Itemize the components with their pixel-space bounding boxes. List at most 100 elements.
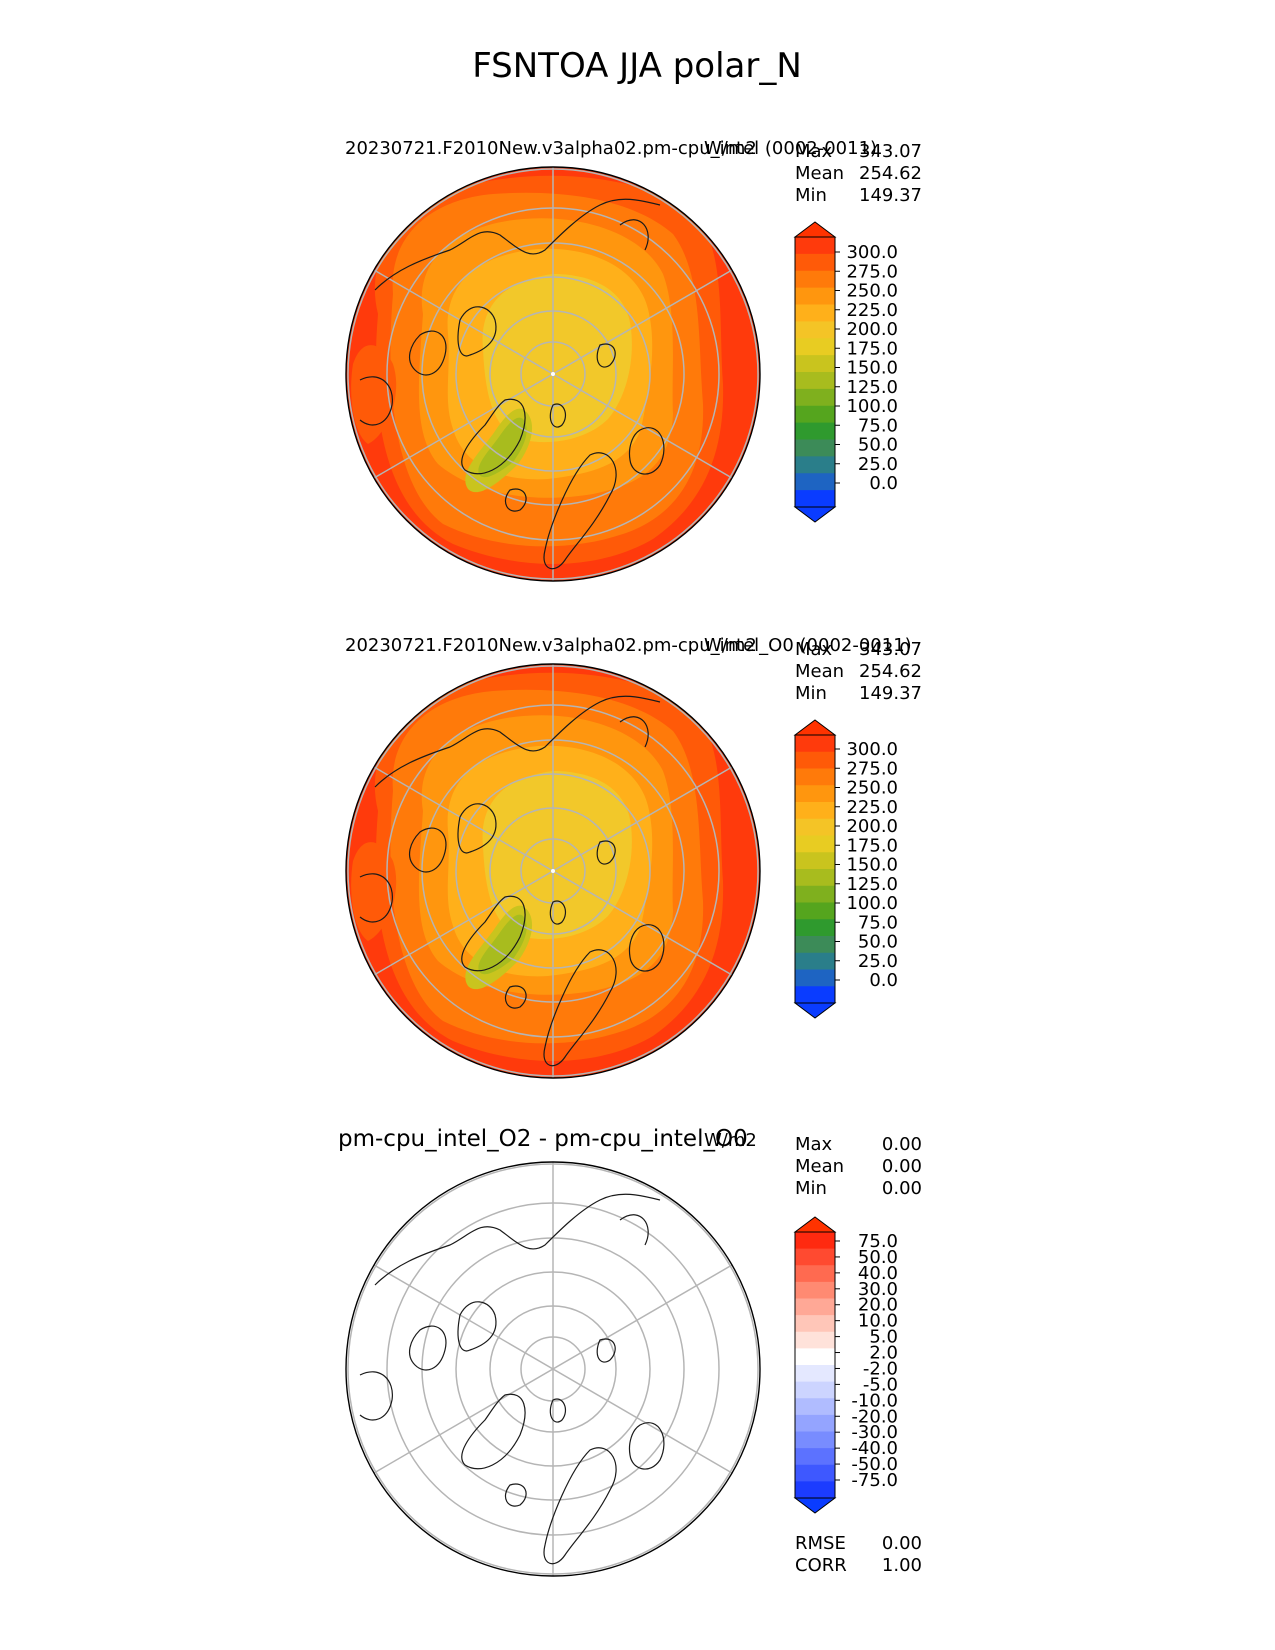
colorbar-over-arrow [793, 221, 837, 238]
colorbar-tick-label: 125.0 [846, 874, 898, 895]
colorbar-segment [795, 1448, 835, 1466]
panel-2: 20230721.F2010New.v3alpha02.pm-cpu_intel… [345, 635, 922, 1079]
stat-value-mean: 254.62 [859, 163, 922, 184]
colorbar-segment [795, 439, 835, 457]
colorbar-tick-label: 250.0 [846, 778, 898, 799]
map-border [345, 166, 761, 582]
stat-label-corr: CORR [795, 1555, 847, 1576]
colorbar-segment [795, 388, 835, 407]
colorbar-segment [795, 473, 835, 491]
colorbar-segment [795, 936, 835, 954]
pole-marker [551, 372, 555, 376]
colorbar-tick-label: 225.0 [846, 797, 898, 818]
colorbar-segment [795, 852, 835, 870]
stat-label-max: Max [795, 141, 833, 162]
colorbar-segment [795, 869, 835, 887]
colorbar-segment [795, 270, 835, 289]
colorbar-tick-label: 200.0 [846, 816, 898, 837]
colorbar-tick-label: 250.0 [846, 281, 898, 302]
stat-value-min: 149.37 [859, 185, 922, 206]
colorbar-tick-label: 100.0 [846, 893, 898, 914]
colorbar-segment [795, 835, 835, 853]
coastlines [359, 1193, 665, 1565]
panel-3-map [346, 1162, 760, 1576]
colorbar-tick-label: 50.0 [858, 1247, 898, 1268]
colorbar-tick-label: 0.0 [869, 473, 898, 494]
colorbar-segment [795, 405, 835, 424]
colorbar-tick-label: -2.0 [863, 1358, 898, 1379]
colorbar-segment [795, 802, 835, 820]
panel-1-colorbar: 300.0275.0250.0225.0200.0175.0150.0125.0… [793, 221, 898, 523]
colorbar-tick-label: 100.0 [846, 396, 898, 417]
colorbar-tick-label: 20.0 [858, 1295, 898, 1316]
colorbar-tick-label: 75.0 [858, 415, 898, 436]
colorbar-over-arrow [793, 1216, 837, 1233]
colorbar-tick-label: 150.0 [846, 358, 898, 379]
panel-1-stats: Max 343.07 Mean 254.62 Min 149.37 [795, 141, 922, 206]
colorbar-segment [795, 422, 835, 440]
colorbar-tick-label: 50.0 [858, 932, 898, 953]
colorbar-segment [795, 304, 835, 322]
stat-value-min: 149.37 [859, 683, 922, 704]
colorbar-tick-label: 125.0 [846, 377, 898, 398]
colorbar-tick-label: 0.0 [869, 970, 898, 991]
colorbar-segment [795, 253, 835, 272]
colorbar-frame [794, 236, 836, 508]
stat-label-max: Max [795, 1134, 833, 1155]
colorbar-tick-label: 175.0 [846, 835, 898, 856]
colorbar-segment [795, 952, 835, 970]
panel-1-map [346, 167, 760, 581]
stat-value-mean: 254.62 [859, 661, 922, 682]
colorbar-segment [795, 1265, 835, 1283]
field-greenland-125 [478, 417, 527, 478]
figure-title: FSNTOA JJA polar_N [472, 46, 802, 86]
colorbar-tick-label: 275.0 [846, 261, 898, 282]
colorbar-segment [795, 456, 835, 474]
graticule [347, 1162, 759, 1576]
field-band-175 [482, 771, 632, 940]
map-border [345, 1161, 761, 1577]
colorbar-over-arrow [793, 719, 837, 736]
colorbar-tick-label: -30.0 [851, 1422, 898, 1443]
colorbar-segment [795, 986, 835, 1004]
panel-3: pm-cpu_intel_O2 - pm-cpu_intel_O0 W/m2 [338, 1126, 922, 1577]
colorbar-segment [795, 1464, 835, 1482]
colorbar-under-arrow [793, 1002, 837, 1019]
colorbar-segment [795, 902, 835, 920]
stat-value-mean: 0.00 [882, 1156, 922, 1177]
panel-3-colorbar: 75.050.040.030.020.010.05.02.0-2.0-5.0-1… [793, 1216, 898, 1514]
stat-label-mean: Mean [795, 163, 844, 184]
stat-label-mean: Mean [795, 1156, 844, 1177]
stat-value-min: 0.00 [882, 1178, 922, 1199]
field-band-175 [482, 274, 632, 443]
pole-marker [551, 869, 555, 873]
colorbar-tick-label: -20.0 [851, 1406, 898, 1427]
colorbar-tick-label: 50.0 [858, 435, 898, 456]
stat-value-max: 343.07 [859, 141, 922, 162]
panel-2-colorbar: 300.0275.0250.0225.0200.0175.0150.0125.0… [793, 719, 898, 1019]
panel-1: 20230721.F2010New.v3alpha02.pm-cpu_intel… [345, 138, 922, 582]
stat-value-max: 343.07 [859, 639, 922, 660]
panel-2-stats: Max 343.07 Mean 254.62 Min 149.37 [795, 639, 922, 704]
colorbar-segment [795, 751, 835, 769]
colorbar-tick-label: 275.0 [846, 758, 898, 779]
stat-label-max: Max [795, 639, 833, 660]
colorbar-segment [795, 372, 835, 390]
coastlines [359, 695, 665, 1067]
colorbar-frame [794, 1231, 836, 1499]
panel-1-title: 20230721.F2010New.v3alpha02.pm-cpu_intel… [345, 138, 877, 159]
panel-2-units: W/m2 [704, 635, 757, 656]
colorbar-segment [795, 321, 835, 339]
colorbar-segment [795, 1414, 835, 1432]
stat-label-min: Min [795, 1178, 827, 1199]
colorbar-under-arrow [793, 1497, 837, 1514]
colorbar-segment [795, 1398, 835, 1416]
colorbar-segment [795, 287, 835, 305]
colorbar-segment [795, 1481, 835, 1499]
panel-3-units: W/m2 [704, 1130, 757, 1151]
colorbar-tick-label: 2.0 [869, 1343, 898, 1364]
stat-label-rmse: RMSE [795, 1533, 846, 1554]
colorbar-tick-label: 225.0 [846, 300, 898, 321]
stat-value-rmse: 0.00 [882, 1533, 922, 1554]
